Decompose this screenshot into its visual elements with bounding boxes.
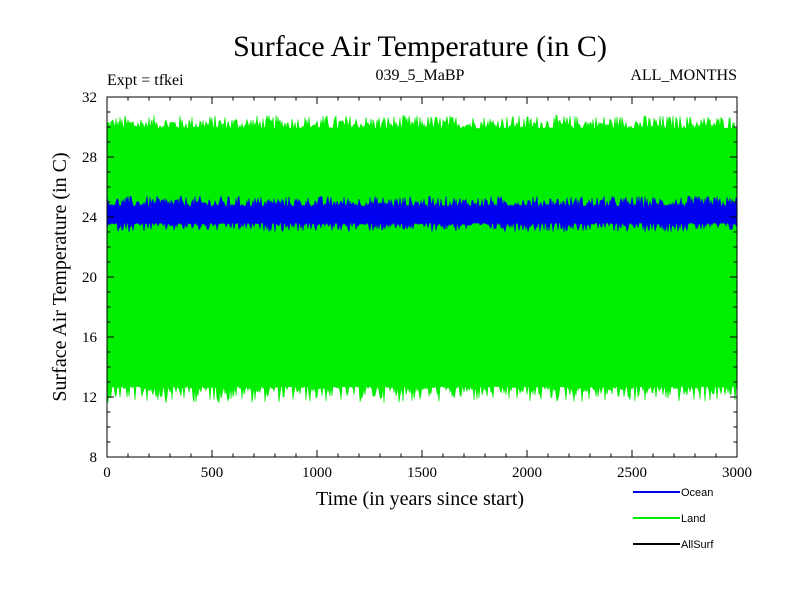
y-tick-label: 12 [82, 390, 97, 406]
legend-label-allsurf: AllSurf [681, 539, 714, 551]
series-land-band [106, 114, 738, 404]
x-tick-label: 1000 [302, 465, 332, 481]
months-label: ALL_MONTHS [630, 67, 737, 84]
legend: Ocean Land AllSurf [633, 487, 714, 551]
x-tick-label: 0 [103, 465, 111, 481]
x-tick-label: 2500 [617, 465, 647, 481]
y-tick-label: 28 [82, 150, 97, 166]
x-axis-title: Time (in years since start) [316, 488, 524, 510]
x-tick-label: 1500 [407, 465, 437, 481]
axis-ticks [106, 96, 738, 458]
y-tick-label: 8 [90, 450, 98, 466]
x-tick-label: 500 [201, 465, 224, 481]
axis-tick-labels: 0 500 1000 1500 2000 2500 3000 8 12 16 20 24 28 32 [82, 90, 752, 481]
period-label: 039_5_MaBP [376, 67, 465, 84]
x-tick-label: 3000 [722, 465, 752, 481]
y-axis-title: Surface Air Temperature (in C) [49, 152, 71, 401]
y-tick-label: 16 [82, 330, 98, 346]
y-tick-label: 32 [82, 90, 97, 106]
plot-area [106, 114, 738, 404]
x-tick-label: 2000 [512, 465, 542, 481]
chart-title: Surface Air Temperature (in C) [233, 30, 607, 63]
legend-label-land: Land [681, 513, 705, 525]
y-tick-label: 20 [82, 270, 97, 286]
y-tick-label: 24 [82, 210, 98, 226]
experiment-label: Expt = tfkei [107, 72, 184, 89]
legend-label-ocean: Ocean [681, 487, 713, 499]
